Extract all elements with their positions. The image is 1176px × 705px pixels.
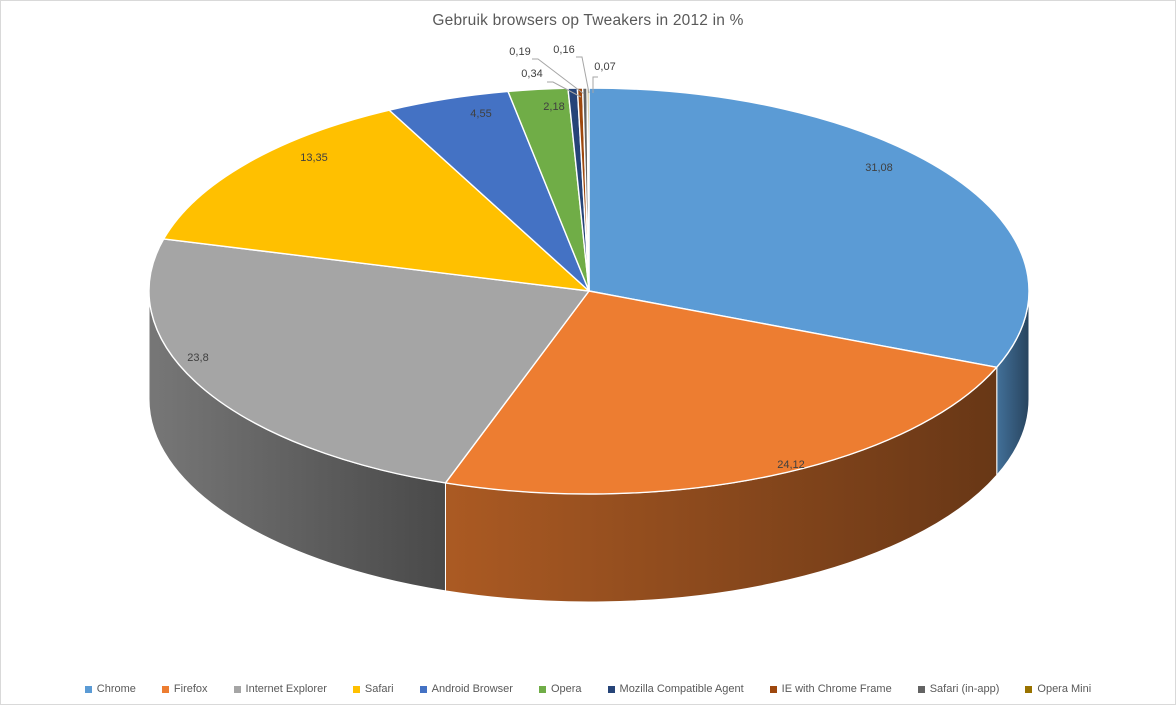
legend-marker-mozilla-compatible-agent xyxy=(607,685,615,693)
pie-slice-chrome xyxy=(588,87,1030,368)
data-label-safari: 13,35 xyxy=(300,152,328,164)
legend-label-chrome: Chrome xyxy=(96,683,136,695)
legend-label-opera-mini: Opera Mini xyxy=(1037,683,1092,695)
data-label-ie-with-chrome-frame: 0,19 xyxy=(509,46,530,58)
data-label-internet-explorer: 23,8 xyxy=(187,352,208,364)
legend-item-opera-mini: Opera Mini xyxy=(1025,683,1091,695)
data-label-chrome: 31,08 xyxy=(865,162,893,174)
legend-item-chrome: Chrome xyxy=(84,683,136,695)
data-label-firefox: 24,12 xyxy=(777,459,805,471)
legend-marker-chrome xyxy=(84,685,92,693)
legend-item-safari: Safari xyxy=(352,683,394,695)
leader-line-opera-mini xyxy=(592,76,598,93)
legend-marker-safari-in-app xyxy=(917,685,925,693)
legend-marker-opera xyxy=(538,685,546,693)
legend-marker-internet-explorer xyxy=(233,685,241,693)
legend-item-mozilla-compatible-agent: Mozilla Compatible Agent xyxy=(607,683,744,695)
legend-item-internet-explorer: Internet Explorer xyxy=(233,683,327,695)
legend-marker-firefox xyxy=(161,685,169,693)
data-label-android-browser: 4,55 xyxy=(470,108,491,120)
legend-marker-opera-mini xyxy=(1025,685,1033,693)
legend-marker-safari xyxy=(352,685,360,693)
leader-line-mozilla-compatible-agent xyxy=(547,81,582,98)
legend-label-safari-in-app: Safari (in-app) xyxy=(929,683,1000,695)
legend-item-ie-with-chrome-frame: IE with Chrome Frame xyxy=(769,683,892,695)
legend-item-firefox: Firefox xyxy=(161,683,208,695)
legend-label-internet-explorer: Internet Explorer xyxy=(245,683,327,695)
legend-label-opera: Opera xyxy=(550,683,582,695)
legend-label-ie-with-chrome-frame: IE with Chrome Frame xyxy=(781,683,892,695)
legend-marker-ie-with-chrome-frame xyxy=(769,685,777,693)
pie-slice-safari xyxy=(163,109,590,292)
legend-marker-android-browser xyxy=(419,685,427,693)
pie-slice-internet-explorer xyxy=(148,238,590,484)
legend-item-safari-in-app: Safari (in-app) xyxy=(917,683,1000,695)
legend-label-safari: Safari xyxy=(364,683,394,695)
legend-label-android-browser: Android Browser xyxy=(431,683,513,695)
leader-line-safari-in-app xyxy=(576,56,590,94)
legend: Chrome Firefox Internet Explorer Safari Andr… xyxy=(1,683,1175,695)
chart-title: Gebruik browsers op Tweakers in 2012 in … xyxy=(432,12,744,29)
data-label-mozilla-compatible-agent: 0,34 xyxy=(521,68,542,80)
data-label-safari-in-app: 0,16 xyxy=(553,44,574,56)
data-label-opera: 2,18 xyxy=(543,101,564,113)
pie-slice-firefox xyxy=(444,290,998,495)
legend-label-mozilla-compatible-agent: Mozilla Compatible Agent xyxy=(619,683,744,695)
legend-label-firefox: Firefox xyxy=(173,683,208,695)
legend-item-android-browser: Android Browser xyxy=(419,683,513,695)
leader-line-ie-with-chrome-frame xyxy=(532,58,585,95)
legend-item-opera: Opera xyxy=(538,683,582,695)
data-label-opera-mini: 0,07 xyxy=(594,61,615,73)
